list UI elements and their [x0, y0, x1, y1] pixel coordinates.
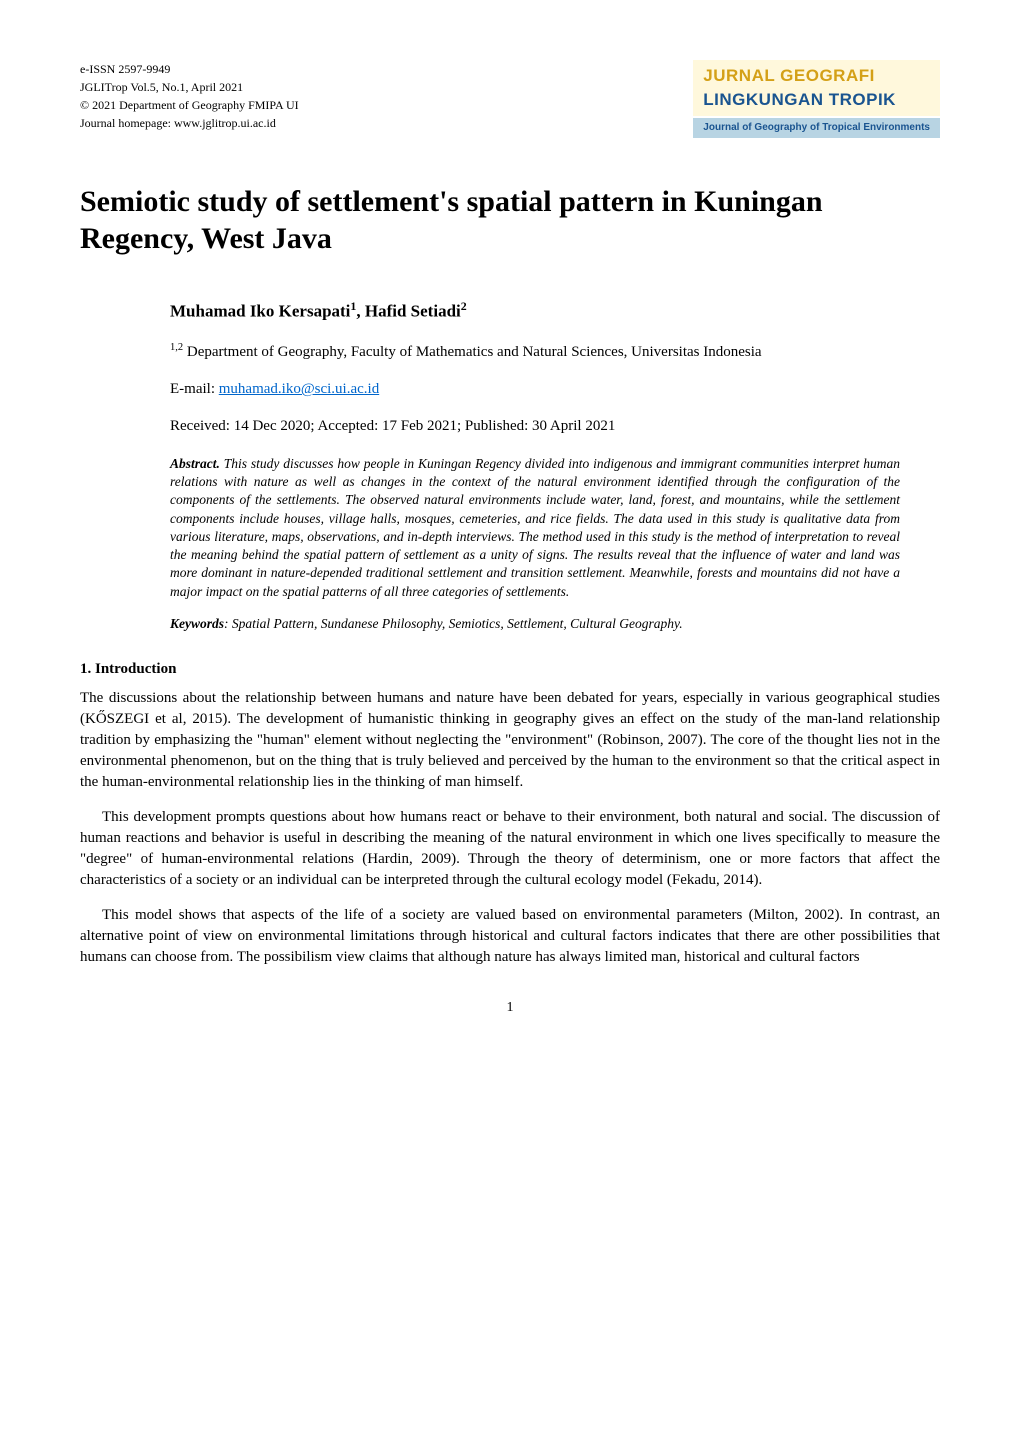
page-header: e-ISSN 2597-9949 JGLITrop Vol.5, No.1, A… [80, 60, 940, 138]
journal-title-line1: JURNAL GEOGRAFI [703, 64, 930, 88]
journal-banner-block: JURNAL GEOGRAFI LINGKUNGAN TROPIK Journa… [693, 60, 940, 138]
volume-line: JGLITrop Vol.5, No.1, April 2021 [80, 78, 299, 96]
page-number: 1 [80, 998, 940, 1018]
email-line: E-mail: muhamad.iko@sci.ui.ac.id [170, 379, 900, 400]
keywords-text: : Spatial Pattern, Sundanese Philosophy,… [224, 616, 683, 631]
abstract-label: Abstract. [170, 456, 220, 471]
homepage-line: Journal homepage: www.jglitrop.ui.ac.id [80, 114, 299, 132]
authors: Muhamad Iko Kersapati1, Hafid Setiadi2 [170, 298, 900, 323]
abstract-text: This study discusses how people in Kunin… [170, 456, 900, 599]
copyright-line: © 2021 Department of Geography FMIPA UI [80, 96, 299, 114]
journal-title-line2: LINGKUNGAN TROPIK [703, 88, 930, 112]
keywords: Keywords: Spatial Pattern, Sundanese Phi… [170, 615, 900, 634]
affiliation: 1,2 Department of Geography, Faculty of … [170, 341, 900, 363]
issn-line: e-ISSN 2597-9949 [80, 60, 299, 78]
body-paragraph: This model shows that aspects of the lif… [80, 905, 940, 968]
journal-subtitle: Journal of Geography of Tropical Environ… [693, 118, 940, 138]
email-link[interactable]: muhamad.iko@sci.ui.ac.id [219, 381, 379, 397]
email-label: E-mail: [170, 381, 219, 397]
header-meta: e-ISSN 2597-9949 JGLITrop Vol.5, No.1, A… [80, 60, 299, 132]
article-title: Semiotic study of settlement's spatial p… [80, 183, 940, 258]
publication-dates: Received: 14 Dec 2020; Accepted: 17 Feb … [170, 416, 900, 437]
abstract: Abstract. This study discusses how peopl… [170, 455, 900, 601]
section-heading-introduction: 1. Introduction [80, 659, 940, 680]
keywords-label: Keywords [170, 616, 224, 631]
authors-block: Muhamad Iko Kersapati1, Hafid Setiadi2 1… [170, 298, 900, 634]
journal-banner: JURNAL GEOGRAFI LINGKUNGAN TROPIK [693, 60, 940, 116]
body-paragraph: The discussions about the relationship b… [80, 688, 940, 793]
body-paragraph: This development prompts questions about… [80, 807, 940, 891]
